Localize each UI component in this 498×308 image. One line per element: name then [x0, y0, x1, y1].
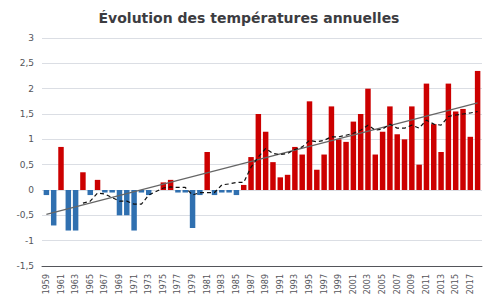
svg-text:1997: 1997 — [320, 274, 329, 294]
svg-text:1987: 1987 — [247, 274, 256, 294]
svg-text:1973: 1973 — [144, 274, 153, 294]
svg-text:Évolution des températures ann: Évolution des températures annuelles — [99, 10, 400, 26]
svg-text:2017: 2017 — [466, 274, 475, 294]
svg-text:1985: 1985 — [232, 274, 241, 294]
svg-text:1969: 1969 — [115, 274, 124, 294]
svg-text:1995: 1995 — [305, 274, 314, 294]
svg-text:1979: 1979 — [188, 274, 197, 294]
svg-text:1993: 1993 — [290, 274, 299, 294]
svg-text:3: 3 — [28, 33, 34, 43]
svg-text:2: 2 — [28, 84, 34, 94]
svg-text:-1,5: -1,5 — [16, 261, 34, 271]
svg-text:1967: 1967 — [100, 274, 109, 294]
svg-text:1963: 1963 — [71, 274, 80, 294]
svg-text:1,5: 1,5 — [20, 109, 34, 119]
svg-text:-0,5: -0,5 — [16, 210, 34, 220]
svg-text:2001: 2001 — [349, 274, 358, 294]
svg-text:1981: 1981 — [203, 274, 212, 294]
svg-text:0,5: 0,5 — [20, 160, 34, 170]
svg-text:1983: 1983 — [217, 274, 226, 294]
svg-text:1991: 1991 — [276, 274, 285, 294]
svg-text:1977: 1977 — [173, 274, 182, 294]
svg-text:2011: 2011 — [422, 274, 431, 294]
svg-text:1965: 1965 — [86, 274, 95, 294]
svg-text:0: 0 — [28, 185, 34, 195]
svg-text:2007: 2007 — [393, 274, 402, 294]
svg-text:2003: 2003 — [363, 274, 372, 294]
svg-text:1975: 1975 — [159, 274, 168, 294]
svg-text:1: 1 — [28, 134, 34, 144]
svg-text:1959: 1959 — [42, 274, 51, 294]
svg-text:2009: 2009 — [407, 274, 416, 294]
svg-text:2013: 2013 — [437, 274, 446, 294]
svg-text:2,5: 2,5 — [20, 58, 34, 68]
svg-text:1989: 1989 — [261, 274, 270, 294]
svg-text:1971: 1971 — [130, 274, 139, 294]
svg-text:2005: 2005 — [378, 274, 387, 294]
svg-text:-1: -1 — [25, 236, 34, 246]
svg-text:2015: 2015 — [451, 274, 460, 294]
svg-text:1999: 1999 — [334, 274, 343, 294]
svg-text:1961: 1961 — [57, 274, 66, 294]
